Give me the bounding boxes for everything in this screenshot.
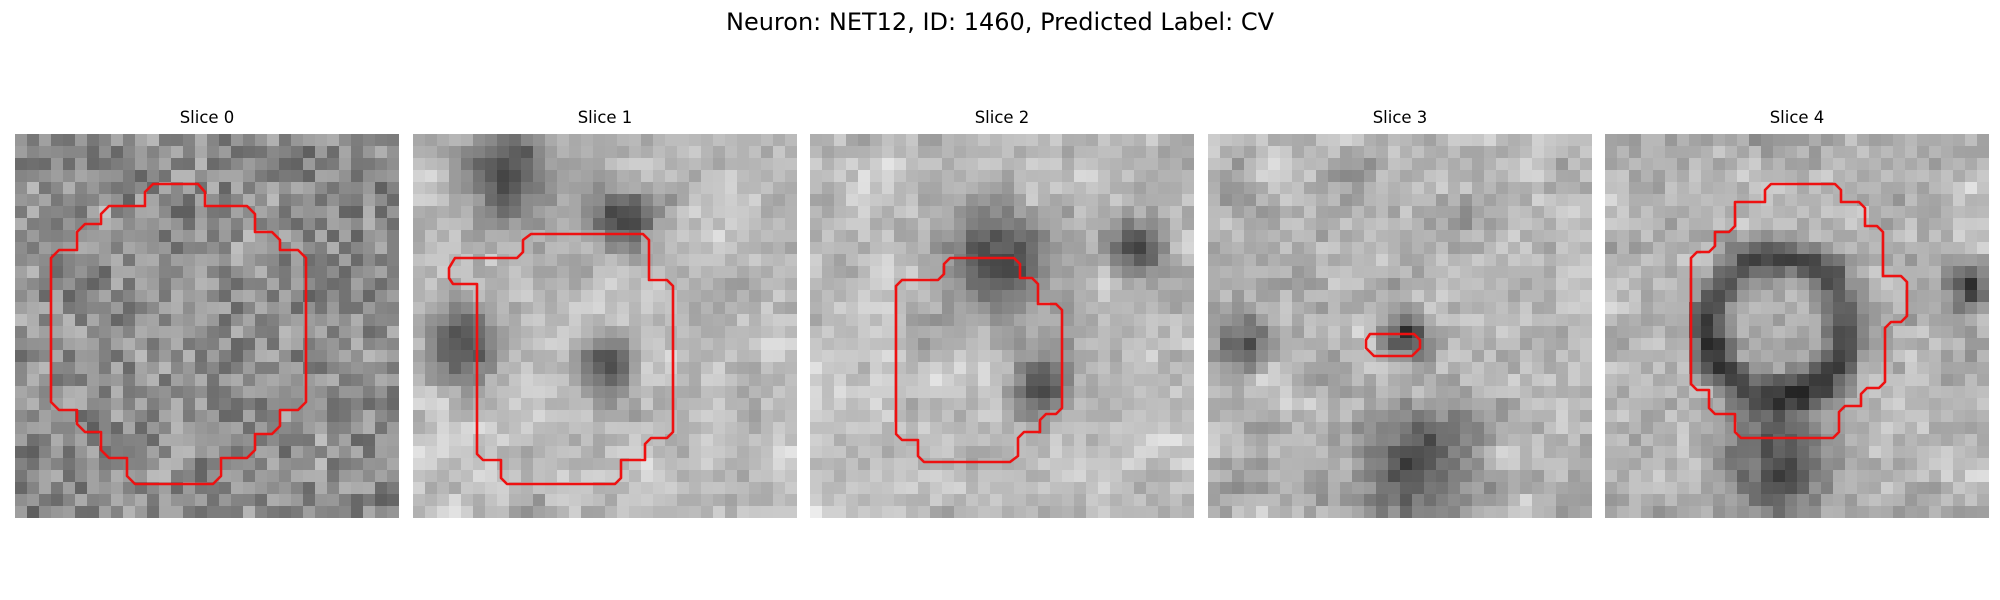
slice-image xyxy=(15,134,399,518)
slice-title: Slice 2 xyxy=(974,108,1030,127)
slice-title: Slice 1 xyxy=(577,108,633,127)
slice-image xyxy=(810,134,1194,518)
roi-contour xyxy=(1689,182,1909,440)
figure-title: Neuron: NET12, ID: 1460, Predicted Label… xyxy=(726,8,1274,36)
roi-contour-overlay xyxy=(1364,332,1422,358)
slice-panel-2: Slice 2 xyxy=(810,108,1194,520)
slice-panel-0: Slice 0 xyxy=(15,108,399,520)
grayscale-image xyxy=(1605,134,1989,518)
roi-contour xyxy=(49,182,308,486)
slice-title: Slice 3 xyxy=(1372,108,1428,127)
roi-contour-overlay xyxy=(1689,182,1909,440)
slice-image xyxy=(1208,134,1592,518)
slice-title: Slice 0 xyxy=(179,108,235,127)
grayscale-image xyxy=(15,134,399,518)
roi-contour-overlay xyxy=(894,256,1064,464)
slice-panel-4: Slice 4 xyxy=(1605,108,1989,520)
roi-contour-overlay xyxy=(447,232,675,486)
slice-panel-1: Slice 1 xyxy=(413,108,797,520)
slice-panel-3: Slice 3 xyxy=(1208,108,1592,520)
grayscale-image xyxy=(810,134,1194,518)
grayscale-image xyxy=(1208,134,1592,518)
roi-contour-overlay xyxy=(49,182,308,486)
slice-image xyxy=(1605,134,1989,518)
roi-contour xyxy=(1364,332,1422,358)
slice-image xyxy=(413,134,797,518)
slice-title: Slice 4 xyxy=(1769,108,1825,127)
roi-contour xyxy=(894,256,1064,464)
roi-contour xyxy=(447,232,675,486)
